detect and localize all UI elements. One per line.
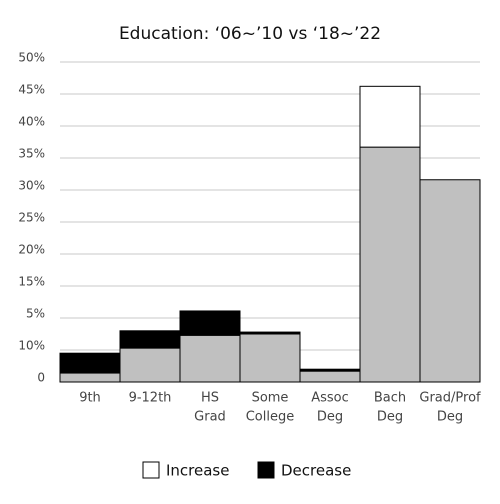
base-bar bbox=[419, 179, 481, 383]
base-bar bbox=[59, 372, 121, 383]
change-bar bbox=[299, 368, 361, 372]
y-tick-label: 20% bbox=[18, 243, 45, 257]
base-bar bbox=[179, 334, 241, 383]
change-bar bbox=[119, 330, 181, 349]
y-tick-label: 25% bbox=[18, 211, 45, 225]
x-tick-label: Assoc bbox=[311, 391, 349, 406]
x-tick-label: Deg bbox=[437, 410, 463, 425]
x-tick-label: 9-12th bbox=[129, 391, 172, 406]
y-tick-label: 40% bbox=[18, 115, 45, 129]
base-bar bbox=[359, 146, 421, 383]
change-bar bbox=[239, 331, 301, 335]
change-bar bbox=[59, 352, 121, 374]
change-bar bbox=[179, 310, 241, 336]
legend-swatch bbox=[257, 461, 275, 479]
y-tick-label: 5% bbox=[26, 307, 45, 321]
y-tick-label: 35% bbox=[18, 147, 45, 161]
x-tick-label: Deg bbox=[317, 410, 343, 425]
legend-label: Increase bbox=[166, 462, 229, 480]
y-tick-label: 10% bbox=[18, 339, 45, 353]
x-tick-label: HS bbox=[201, 391, 219, 406]
y-tick-label: 30% bbox=[18, 179, 45, 193]
chart-title: Education: ‘06~’10 vs ‘18~’22 bbox=[119, 24, 381, 44]
x-tick-label: 9th bbox=[79, 391, 101, 406]
x-tick-label: College bbox=[246, 410, 295, 425]
x-tick-label: Deg bbox=[377, 410, 403, 425]
change-bar bbox=[359, 85, 421, 148]
x-tick-label: Grad/Prof bbox=[419, 391, 481, 406]
y-tick-label: 45% bbox=[18, 83, 45, 97]
y-tick-label: 0 bbox=[37, 371, 45, 385]
legend-swatch bbox=[142, 461, 160, 479]
y-tick-label: 15% bbox=[18, 275, 45, 289]
x-tick-label: Grad bbox=[194, 410, 226, 425]
x-tick-label: Some bbox=[252, 391, 289, 406]
base-bar bbox=[239, 333, 301, 383]
y-tick-label: 50% bbox=[18, 51, 45, 65]
legend-label: Decrease bbox=[281, 462, 351, 480]
x-tick-label: Bach bbox=[374, 391, 406, 406]
base-bar bbox=[299, 370, 361, 383]
base-bar bbox=[119, 347, 181, 383]
